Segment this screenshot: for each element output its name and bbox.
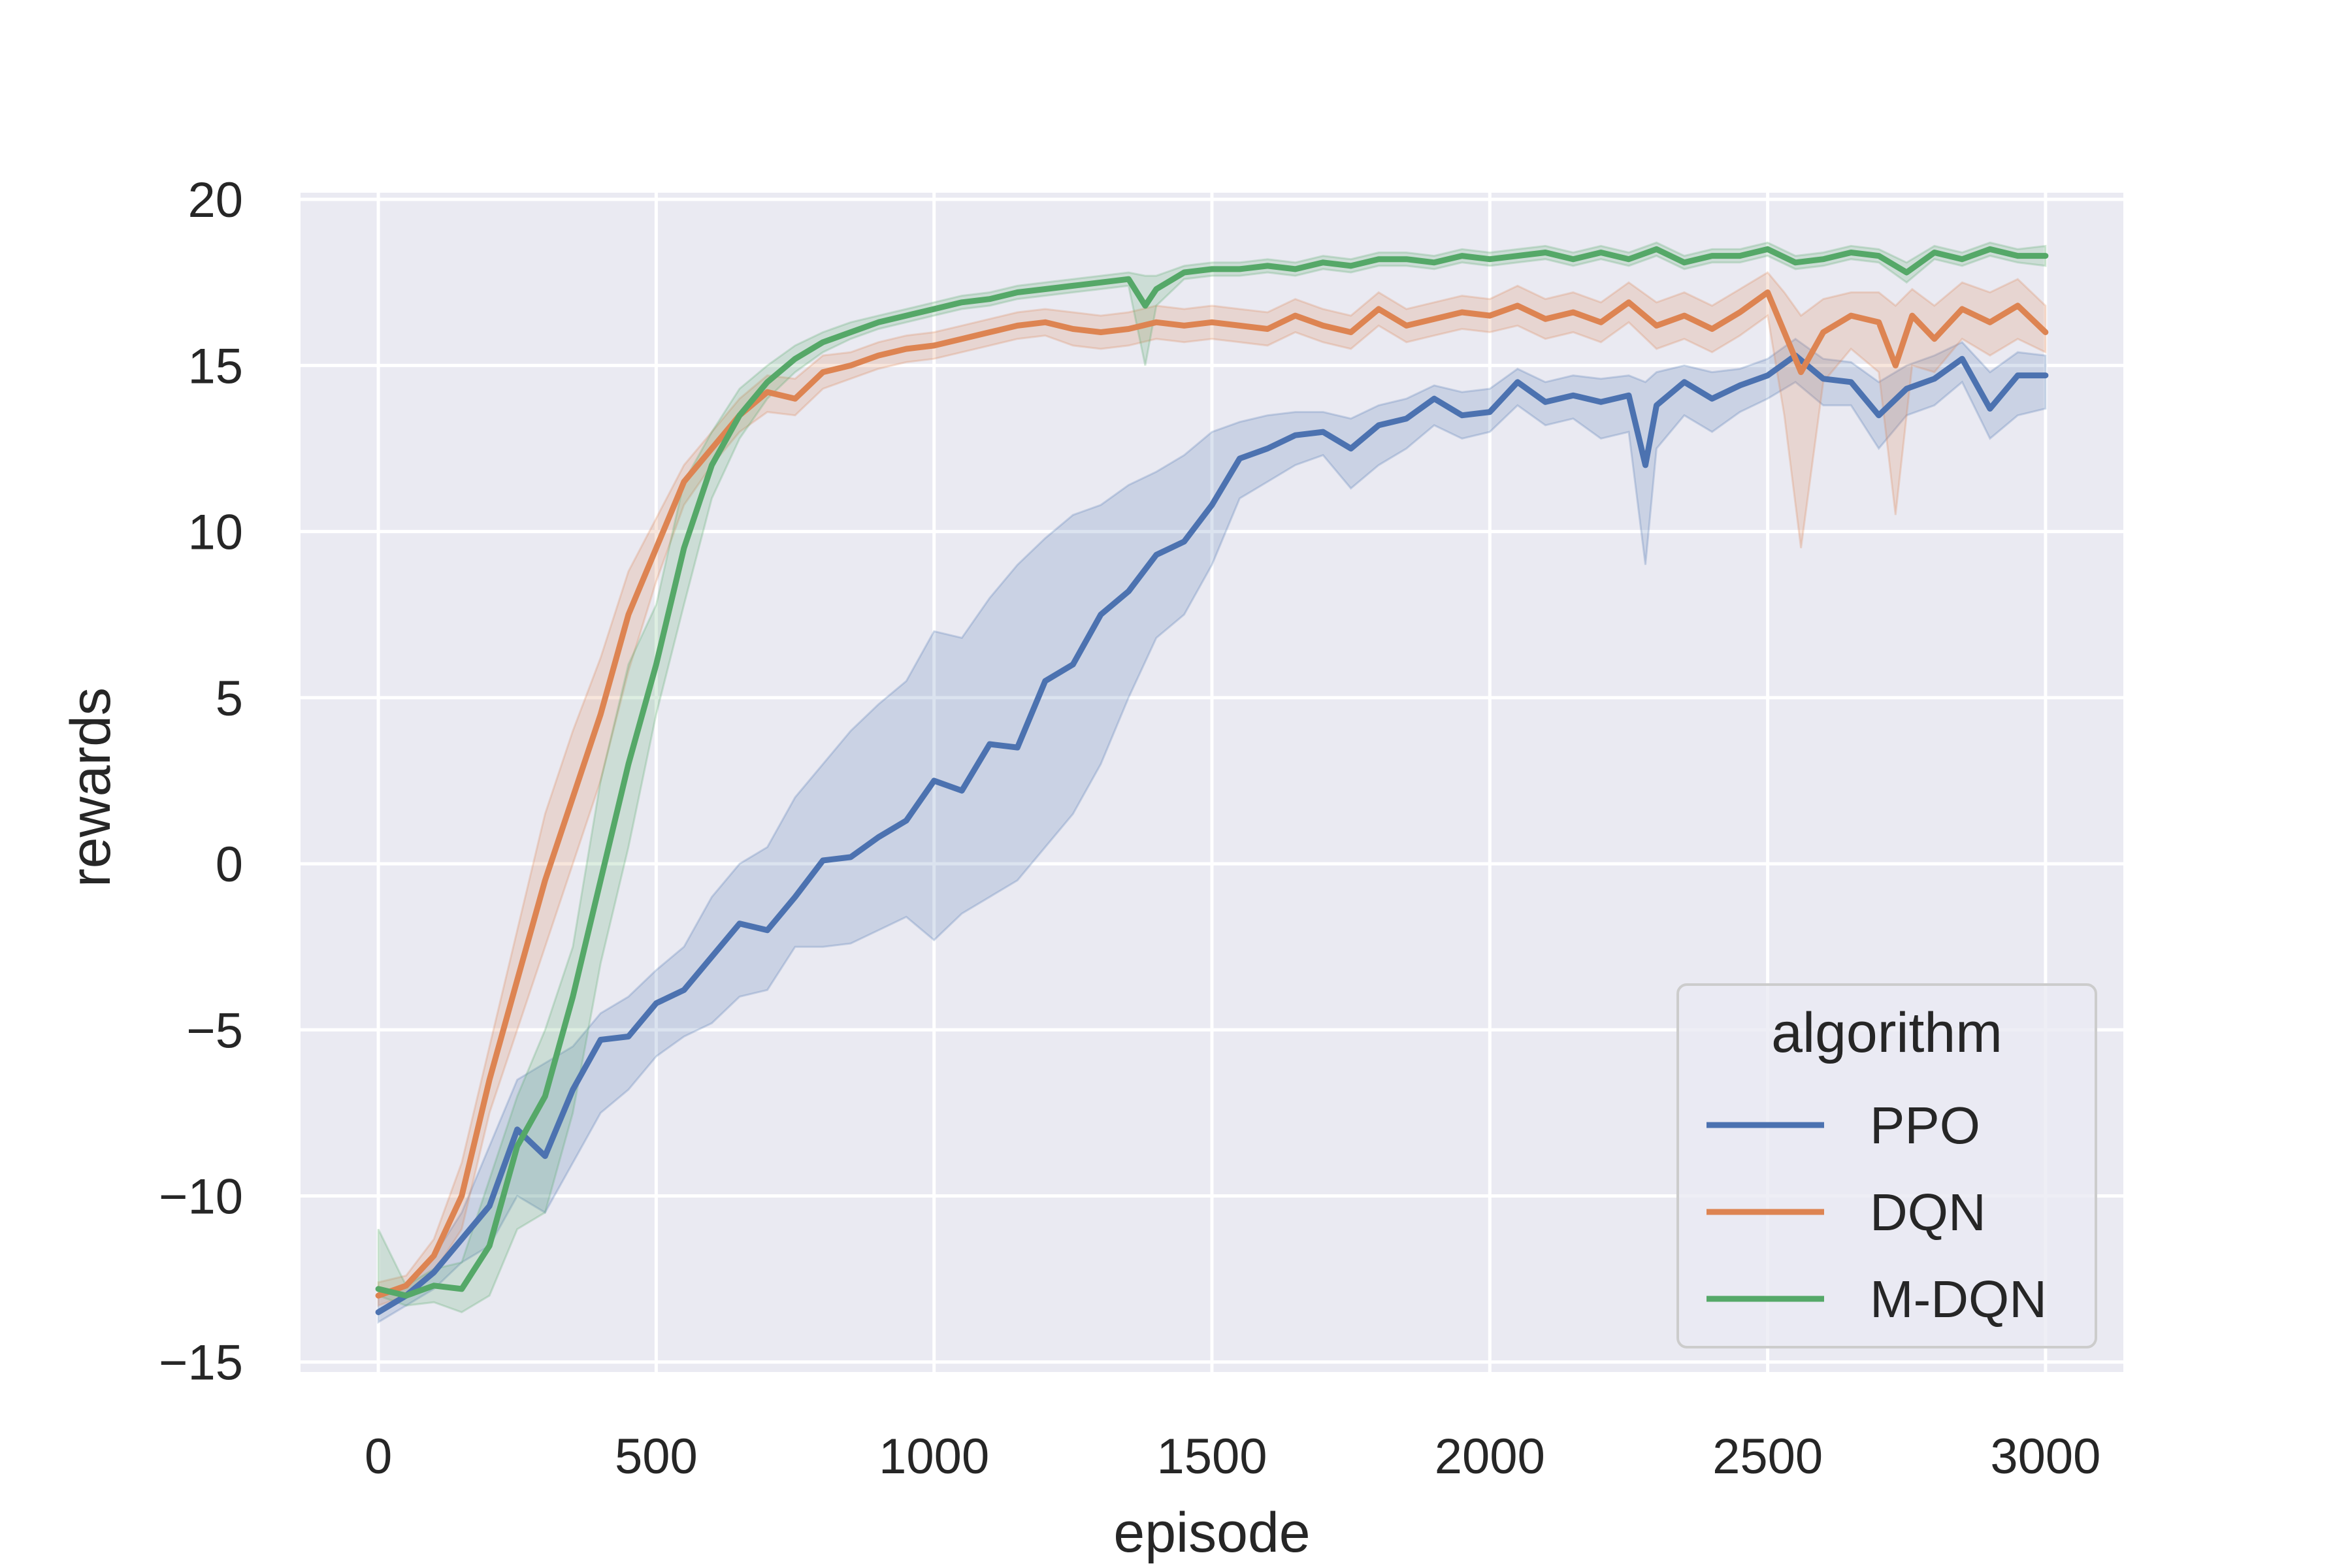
y-tick-label: 5: [216, 671, 243, 727]
x-tick-label: 0: [365, 1429, 392, 1484]
x-tick-label: 500: [615, 1429, 698, 1484]
y-tick-label: −5: [186, 1003, 243, 1058]
legend-label-dqn: DQN: [1870, 1183, 1986, 1241]
y-tick-label: 20: [188, 172, 243, 228]
confidence-bands: [377, 241, 2047, 1324]
legend-title: algorithm: [1771, 1002, 2002, 1064]
x-tick-label: 3000: [1990, 1429, 2100, 1484]
series-lines: [375, 246, 2049, 1315]
y-tick-label: 15: [188, 338, 243, 394]
band-ppo: [377, 337, 2047, 1324]
x-tick-label: 2000: [1435, 1429, 1545, 1484]
line-m-dqn: [375, 246, 2049, 1299]
y-axis-label: rewards: [59, 687, 122, 887]
x-tick-label: 2500: [1712, 1429, 1823, 1484]
y-tick-label: −10: [159, 1169, 243, 1225]
line-dqn: [375, 289, 2049, 1299]
y-tick-labels: −15 −10 −5 0 5 10 15 20: [159, 172, 243, 1391]
legend-label-ppo: PPO: [1870, 1096, 1980, 1154]
band-m-dqn: [377, 241, 2047, 1314]
x-tick-label: 1000: [879, 1429, 989, 1484]
y-tick-label: 0: [216, 837, 243, 892]
x-axis-label: episode: [1113, 1501, 1310, 1564]
x-tick-labels: 0 500 1000 1500 2000 2500 3000: [365, 1429, 2101, 1484]
legend-box: [1676, 983, 2097, 1348]
legend: algorithm PPO DQN M-DQN: [1676, 983, 2097, 1348]
legend-items: PPO DQN M-DQN: [1707, 1096, 2047, 1328]
x-tick-label: 1500: [1156, 1429, 1267, 1484]
line-ppo: [375, 352, 2049, 1315]
y-tick-label: −15: [159, 1335, 243, 1391]
band-dqn: [377, 271, 2047, 1307]
y-tick-label: 10: [188, 505, 243, 561]
legend-label-m-dqn: M-DQN: [1870, 1270, 2047, 1328]
